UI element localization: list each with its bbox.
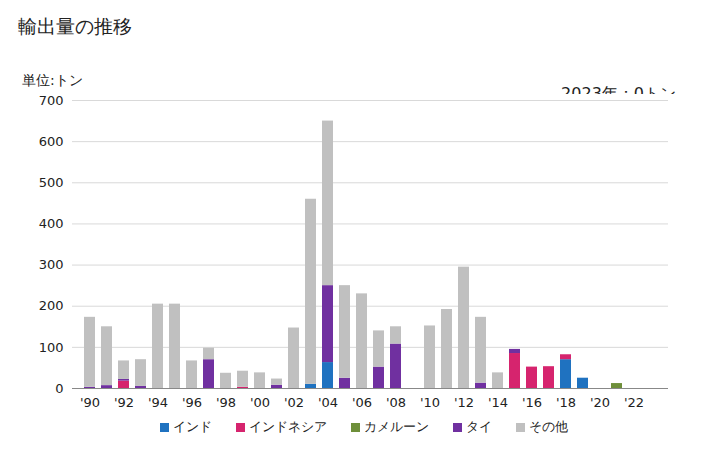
html-text:輸出量の推移: 輸出量の推移 — [18, 15, 132, 37]
svg-text:'02: '02 — [284, 395, 304, 410]
svg-text:500: 500 — [39, 175, 64, 190]
html-text:単位:トン: 単位:トン — [22, 72, 83, 88]
html-text:その他: その他 — [529, 419, 568, 434]
html-text:インド: インド — [173, 419, 212, 434]
html-text:カメルーン: カメルーン — [364, 419, 429, 434]
svg-text:'10: '10 — [420, 395, 440, 410]
svg-text:'14: '14 — [488, 395, 508, 410]
svg-text:'96: '96 — [182, 395, 202, 410]
svg-text:'90: '90 — [80, 395, 100, 410]
html-text:2023年：0トン: 2023年：0トン — [561, 84, 676, 103]
svg-text:0: 0 — [55, 381, 63, 396]
svg-text:'94: '94 — [148, 395, 168, 410]
svg-text:'18: '18 — [556, 395, 576, 410]
svg-text:400: 400 — [39, 216, 64, 231]
svg-text:'92: '92 — [114, 395, 134, 410]
svg-text:'06: '06 — [352, 395, 372, 410]
svg-text:'08: '08 — [386, 395, 406, 410]
svg-text:100: 100 — [39, 340, 64, 355]
svg-text:'16: '16 — [522, 395, 542, 410]
svg-text:'00: '00 — [250, 395, 270, 410]
html-text:インドネシア: インドネシア — [249, 419, 327, 434]
svg-text:'04: '04 — [318, 395, 338, 410]
svg-text:300: 300 — [39, 257, 64, 272]
svg-text:200: 200 — [39, 298, 64, 313]
svg-text:'20: '20 — [590, 395, 610, 410]
svg-text:'98: '98 — [216, 395, 236, 410]
html-text:タイ: タイ — [466, 419, 492, 434]
svg-text:'12: '12 — [454, 395, 474, 410]
svg-text:600: 600 — [39, 134, 64, 149]
svg-text:'22: '22 — [624, 395, 644, 410]
svg-text:700: 700 — [39, 94, 64, 108]
